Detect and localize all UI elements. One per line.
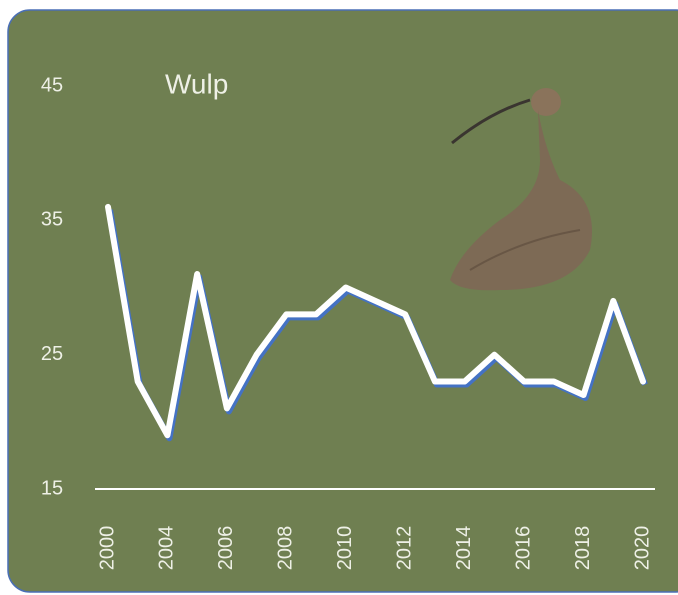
chart-background	[7, 9, 678, 593]
x-tick-label: 2006	[215, 526, 237, 571]
x-tick-label: 2014	[453, 526, 475, 571]
line	[105, 203, 646, 439]
x-tick-label: 2018	[572, 526, 594, 571]
y-tick-label: 45	[41, 74, 63, 96]
y-tick-label: 35	[41, 209, 63, 231]
x-tick-label: 2010	[334, 526, 356, 571]
chart-title: Wulp	[165, 68, 228, 99]
x-tick-label: 2020	[631, 526, 653, 571]
x-tick-label: 2016	[512, 526, 534, 571]
x-tick-label: 2008	[275, 526, 297, 571]
x-tick-label: 2000	[96, 526, 118, 571]
y-tick-label: 25	[41, 343, 63, 365]
y-tick-label: 15	[41, 477, 63, 499]
x-tick-label: 2004	[156, 526, 178, 571]
x-tick-label: 2012	[394, 526, 416, 571]
bird-illustration	[450, 88, 592, 291]
